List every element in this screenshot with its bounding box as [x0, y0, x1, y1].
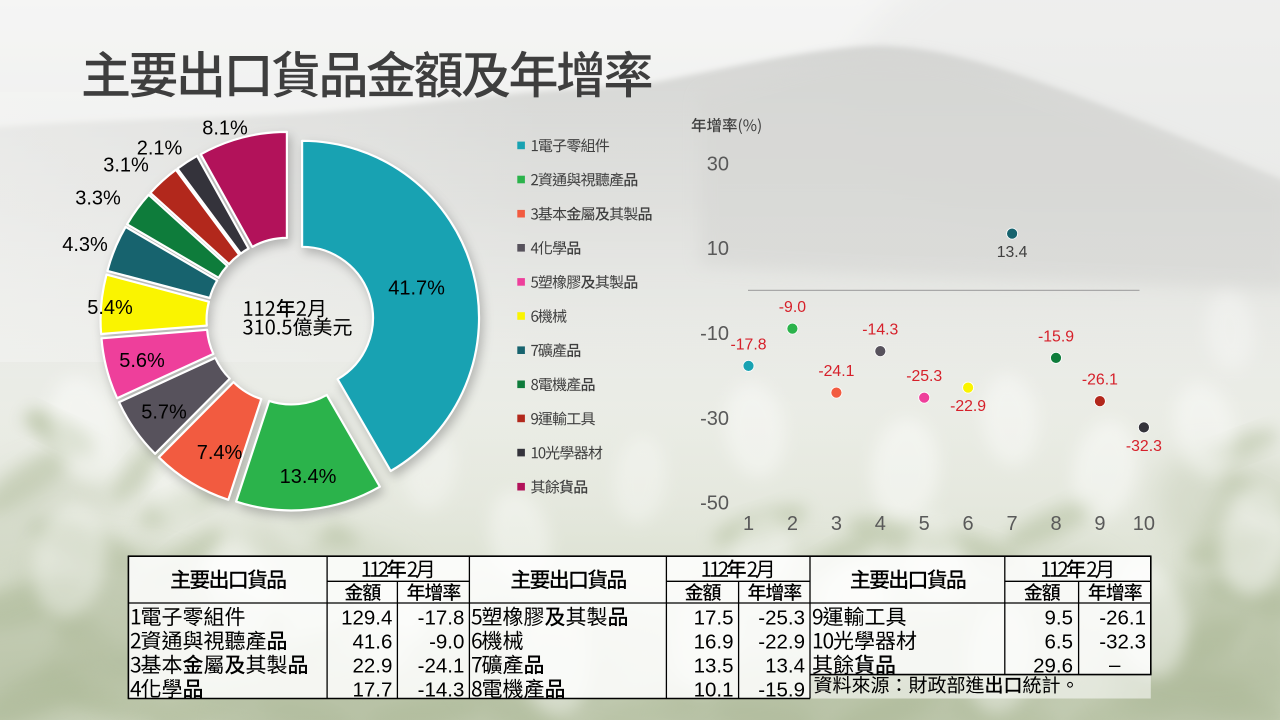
svg-text:-15.9: -15.9	[758, 678, 805, 701]
svg-text:-22.9: -22.9	[758, 630, 805, 653]
svg-text:-24.1: -24.1	[418, 654, 465, 677]
svg-text:1: 1	[743, 513, 754, 535]
svg-text:-25.3: -25.3	[758, 606, 805, 629]
svg-text:-22.9: -22.9	[950, 398, 986, 415]
svg-text:13.4: 13.4	[765, 654, 805, 677]
svg-text:7.4%: 7.4%	[197, 442, 243, 464]
svg-text:4.3%: 4.3%	[62, 234, 108, 256]
svg-text:-25.3: -25.3	[906, 368, 942, 385]
svg-text:-9.0: -9.0	[779, 299, 806, 316]
svg-text:129.4: 129.4	[341, 606, 392, 629]
svg-text:2: 2	[787, 513, 798, 535]
svg-text:2.1%: 2.1%	[137, 138, 183, 160]
svg-text:3: 3	[831, 513, 842, 535]
svg-text:-15.9: -15.9	[1038, 328, 1074, 345]
svg-text:41.6: 41.6	[352, 630, 392, 653]
svg-text:-32.3: -32.3	[1126, 438, 1162, 455]
svg-text:-26.1: -26.1	[1099, 606, 1146, 629]
svg-text:5.4%: 5.4%	[87, 297, 133, 319]
svg-text:5: 5	[919, 513, 930, 535]
svg-text:10: 10	[1133, 513, 1155, 535]
svg-text:8: 8	[1050, 513, 1061, 535]
svg-text:10.1: 10.1	[694, 678, 734, 701]
svg-text:-30: -30	[700, 408, 729, 430]
svg-text:13.4: 13.4	[997, 244, 1028, 261]
svg-text:41.7%: 41.7%	[388, 277, 445, 299]
svg-text:-9.0: -9.0	[429, 630, 464, 653]
svg-text:13.5: 13.5	[694, 654, 734, 677]
svg-text:-24.1: -24.1	[818, 363, 854, 380]
svg-text:-10: -10	[700, 323, 729, 345]
svg-text:6.5: 6.5	[1045, 630, 1074, 653]
svg-text:5.6%: 5.6%	[119, 350, 165, 372]
svg-text:22.9: 22.9	[352, 654, 392, 677]
svg-text:16.9: 16.9	[694, 630, 734, 653]
svg-text:10: 10	[707, 238, 729, 260]
svg-text:5.7%: 5.7%	[141, 402, 187, 424]
svg-text:17.5: 17.5	[694, 606, 734, 629]
svg-text:29.6: 29.6	[1033, 654, 1073, 677]
svg-text:9: 9	[1094, 513, 1105, 535]
svg-text:3.1%: 3.1%	[103, 155, 149, 177]
svg-text:-50: -50	[700, 493, 729, 515]
svg-text:-32.3: -32.3	[1099, 630, 1146, 653]
svg-text:17.7: 17.7	[352, 678, 392, 701]
svg-text:-14.3: -14.3	[862, 322, 898, 339]
svg-text:-14.3: -14.3	[418, 678, 465, 701]
svg-text:3.3%: 3.3%	[75, 188, 121, 210]
svg-text:7: 7	[1007, 513, 1018, 535]
svg-text:6: 6	[963, 513, 974, 535]
svg-text:-26.1: -26.1	[1082, 372, 1118, 389]
svg-text:-17.8: -17.8	[418, 606, 465, 629]
svg-text:13.4%: 13.4%	[280, 466, 337, 488]
svg-text:-17.8: -17.8	[730, 336, 766, 353]
svg-text:8.1%: 8.1%	[202, 117, 248, 139]
svg-text:4: 4	[875, 513, 886, 535]
svg-text:–: –	[1109, 653, 1121, 676]
svg-text:9.5: 9.5	[1045, 606, 1074, 629]
svg-text:30: 30	[707, 153, 729, 175]
